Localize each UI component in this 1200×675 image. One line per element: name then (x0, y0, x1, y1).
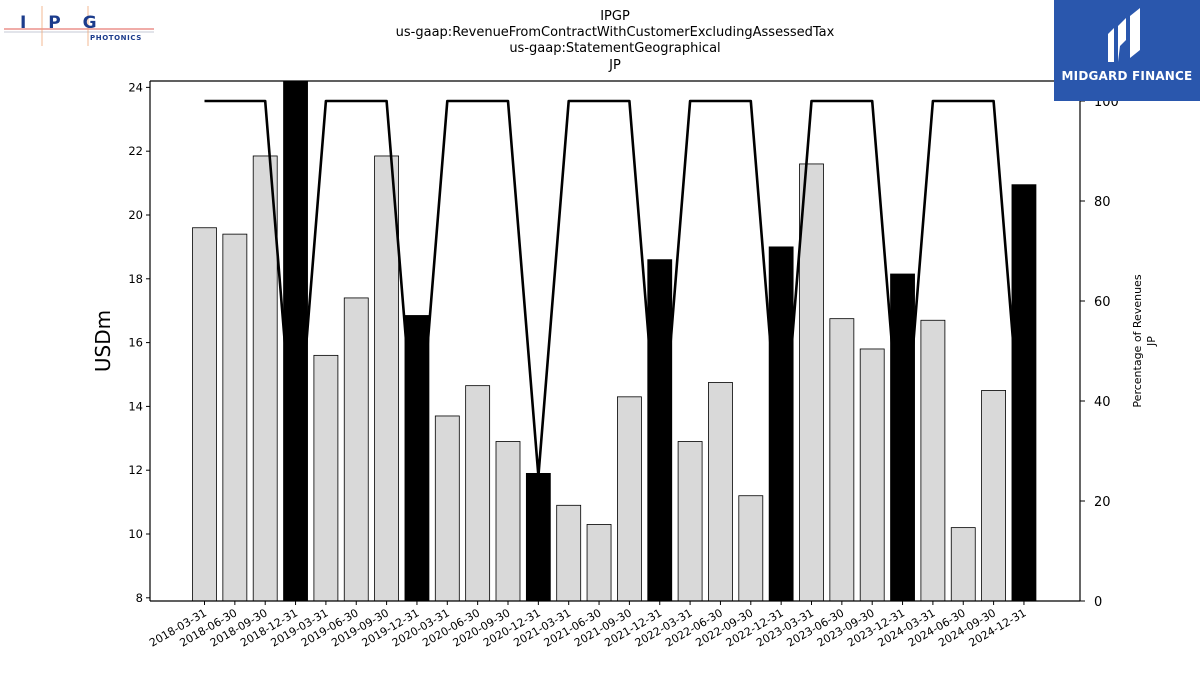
y-tick-label-left-8: 8 (136, 591, 143, 605)
chart-title-line-2: us-gaap:RevenueFromContractWithCustomerE… (396, 25, 835, 40)
axes (149, 80, 1081, 602)
y-axis-label-right-line-1: Percentage of Revenues (1131, 274, 1144, 407)
y-axis-label-right-line-2: JP (1145, 336, 1158, 347)
bar-2021-12-31 (647, 259, 673, 602)
bar-2020-06-30 (465, 385, 491, 602)
bar-2022-12-31 (768, 246, 794, 602)
bar-2020-09-30 (495, 441, 521, 602)
bar-2023-12-31 (890, 273, 915, 602)
bar-2021-03-31 (556, 504, 582, 602)
percentage-line (204, 99, 1026, 478)
y-tick-label-left-14: 14 (128, 399, 143, 413)
bar-2024-12-31 (1011, 184, 1037, 602)
bar-2022-06-30 (708, 382, 733, 602)
ipg-logo-letters: I P G (20, 13, 105, 33)
bar-2024-03-31 (920, 319, 946, 602)
y-tick-label-left-20: 20 (128, 208, 143, 222)
bar-2023-09-30 (859, 348, 885, 602)
brand-name: MIDGARD FINANCE (1061, 69, 1193, 83)
bar-2023-03-31 (799, 163, 824, 602)
bar-2018-12-31 (283, 80, 308, 602)
bar-series (192, 80, 1037, 602)
bar-2024-09-30 (981, 390, 1006, 602)
y-tick-label-right-0: 0 (1094, 595, 1102, 610)
bar-2022-09-30 (738, 495, 764, 602)
ipg-logo-mark: I P G (4, 6, 154, 46)
y-tick-label-left-16: 16 (128, 336, 143, 350)
bar-2019-03-31 (313, 354, 339, 602)
y-tick-label-right-80: 80 (1094, 195, 1111, 210)
chart-title-line-1: IPGP (600, 9, 630, 24)
y-tick-label-left-24: 24 (128, 80, 143, 94)
bar-2023-06-30 (829, 318, 855, 602)
y-axis-left: 8 10 12 14 16 18 20 22 24 (128, 80, 150, 605)
bar-2018-09-30 (252, 155, 278, 602)
chart-title-line-3: us-gaap:StatementGeographical (509, 41, 720, 56)
y-tick-label-left-18: 18 (128, 272, 143, 286)
chart-title: IPGP us-gaap:RevenueFromContractWithCust… (396, 9, 835, 73)
line-series (204, 99, 1026, 478)
midgard-finance-logo: MIDGARD FINANCE (1054, 0, 1200, 101)
bar-2022-03-31 (677, 441, 703, 602)
bar-2021-06-30 (586, 524, 612, 602)
bar-2019-06-30 (343, 297, 369, 602)
y-tick-label-right-40: 40 (1094, 395, 1111, 410)
midgard-logo-mark (1108, 8, 1140, 62)
bar-2019-09-30 (374, 155, 400, 602)
y-axis-label-left: USDm (91, 310, 115, 372)
bar-2018-06-30 (222, 233, 248, 602)
ipg-logo-subtitle: PHOTONICS (90, 34, 142, 42)
chart-title-line-4: JP (608, 58, 621, 73)
x-axis: 2018-03-312018-06-302018-09-302018-12-31… (147, 601, 1028, 650)
y-tick-label-left-10: 10 (128, 527, 143, 541)
y-tick-label-right-20: 20 (1094, 495, 1111, 510)
y-tick-label-left-22: 22 (128, 144, 143, 158)
bar-2020-12-31 (525, 472, 551, 602)
ipg-photonics-logo: I P G PHOTONICS (4, 4, 162, 48)
bar-2024-06-30 (950, 527, 976, 602)
bar-2020-03-31 (434, 415, 460, 602)
y-tick-label-left-12: 12 (128, 463, 143, 477)
bar-2018-03-31 (192, 227, 217, 602)
bar-2021-09-30 (617, 396, 642, 602)
y-tick-label-right-60: 60 (1094, 295, 1111, 310)
